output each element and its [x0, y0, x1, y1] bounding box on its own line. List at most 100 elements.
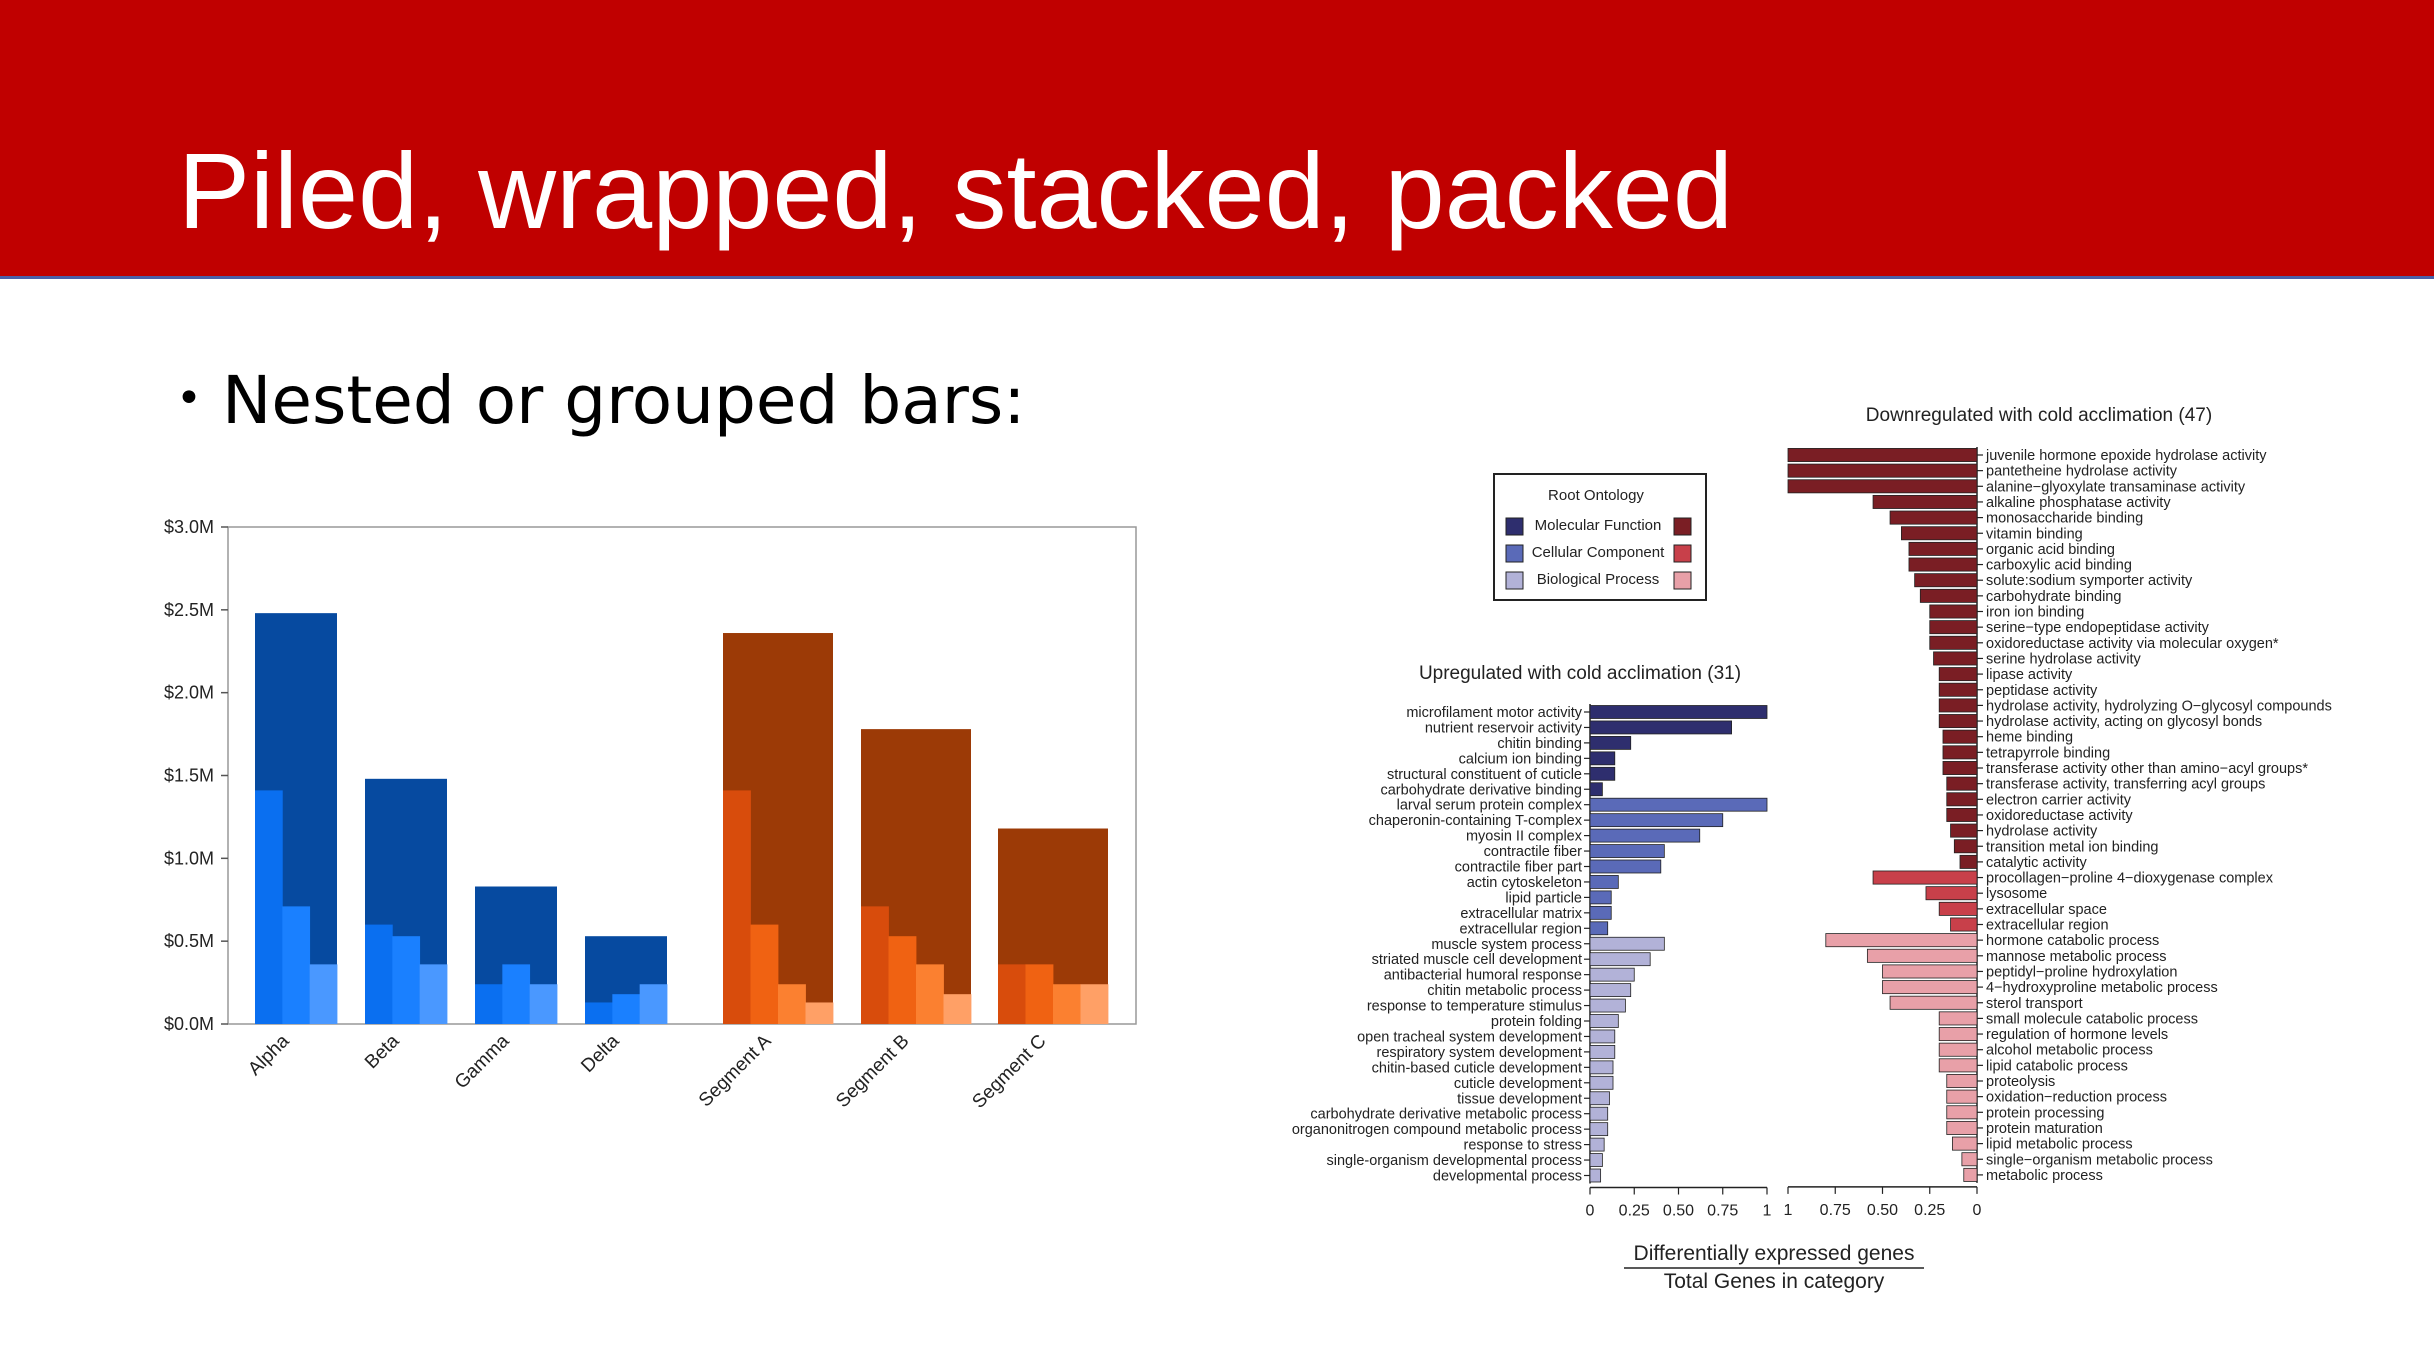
- downregulated-bar: [1961, 1152, 1978, 1167]
- downregulated-category-label: small molecule catabolic process: [1986, 1011, 2198, 1027]
- upregulated-category-label: contractile fiber part: [1455, 860, 1582, 876]
- upregulated-category-label: chaperonin-containing T-complex: [1369, 813, 1583, 829]
- legend-swatch-down-1: [1673, 544, 1692, 563]
- downregulated-category-label: hormone catabolic process: [1986, 933, 2159, 949]
- y-tick-label: $2.5M: [164, 600, 214, 620]
- bar-inner-1-1: [392, 936, 421, 1024]
- upregulated-category-label: response to stress: [1464, 1138, 1582, 1154]
- downregulated-bar: [1953, 839, 1978, 854]
- downregulated-category-label: oxidoreductase activity: [1986, 808, 2133, 824]
- upregulated-bar: [1589, 936, 1665, 951]
- upregulated-category-label: respiratory system development: [1377, 1045, 1583, 1061]
- upregulated-category-label: antibacterial humoral response: [1384, 968, 1582, 984]
- downregulated-category-label: vitamin binding: [1986, 526, 2083, 542]
- downregulated-bar: [1908, 541, 1978, 556]
- downregulated-category-label: protein processing: [1986, 1105, 2105, 1121]
- downregulated-bar: [1938, 1058, 1978, 1073]
- upregulated-category-label: larval serum protein complex: [1397, 798, 1583, 814]
- downregulated-bar: [1889, 510, 1978, 525]
- legend-box: [1493, 473, 1707, 601]
- downregulated-bar: [1938, 714, 1978, 729]
- downregulated-bar: [1946, 1074, 1978, 1088]
- bar-inner-0-1: [282, 906, 311, 1024]
- downregulated-category-label: peptidase activity: [1986, 683, 2098, 699]
- downregulated-bar: [1882, 964, 1978, 979]
- upregulated-bar: [1589, 705, 1768, 719]
- bar-inner-5-0: [861, 906, 889, 1024]
- downregulated-category-label: transition metal ion binding: [1986, 839, 2159, 855]
- slide-title: Piled, wrapped, stacked, packed: [178, 130, 1733, 251]
- upregulated-bar: [1589, 905, 1612, 920]
- downregulated-bar: [1787, 448, 1978, 462]
- downregulated-category-label: transferase activity other than amino−ac…: [1986, 761, 2308, 777]
- title-banner: Piled, wrapped, stacked, packed: [0, 0, 2434, 279]
- upregulated-category-label: muscle system process: [1431, 937, 1582, 953]
- upregulated-category-label: lipid particle: [1505, 890, 1582, 906]
- downregulated-bar: [1787, 463, 1978, 478]
- xlabel-numerator: Differentially expressed genes: [1634, 1242, 1915, 1265]
- downregulated-category-label: serine−type endopeptidase activity: [1986, 620, 2210, 636]
- downregulated-category-label: proteolysis: [1986, 1074, 2055, 1090]
- upregulated-bar: [1589, 967, 1635, 982]
- downregulated-category-label: peptidyl−proline hydroxylation: [1986, 964, 2177, 980]
- downregulated-category-label: organic acid binding: [1986, 542, 2115, 558]
- upregulated-bar: [1589, 751, 1616, 766]
- legend-entry-molecular-function: Molecular Function: [1535, 517, 1662, 534]
- upregulated-bar: [1589, 828, 1701, 843]
- upregulated-category-label: protein folding: [1491, 1014, 1582, 1030]
- downregulated-bar: [1866, 948, 1978, 963]
- downregulated-bar: [1942, 745, 1978, 760]
- legend-swatch-up-1: [1505, 544, 1524, 563]
- downregulated-category-label: serine hydrolase activity: [1986, 651, 2141, 667]
- downregulated-bar: [1942, 729, 1978, 744]
- bar-inner-6-0: [998, 964, 1026, 1024]
- upregulated-category-label: extracellular region: [1459, 921, 1582, 937]
- upregulated-category-label: developmental process: [1433, 1169, 1582, 1185]
- downregulated-bar: [1825, 933, 1978, 948]
- y-tick-label: $1.5M: [164, 766, 214, 786]
- downregulated-bar: [1946, 1105, 1978, 1120]
- upregulated-category-label: tissue development: [1457, 1091, 1582, 1107]
- upregulated-bar: [1589, 797, 1768, 812]
- downregulated-bar: [1929, 635, 1978, 650]
- upregulated-bar: [1589, 890, 1612, 905]
- upregulated-bar: [1589, 1060, 1614, 1075]
- bullet-text: Nested or grouped bars:: [222, 362, 1026, 439]
- downregulated-category-label: oxidation−reduction process: [1986, 1090, 2167, 1106]
- legend-entry-biological-process: Biological Process: [1537, 571, 1660, 588]
- downregulated-category-label: lysosome: [1986, 886, 2047, 902]
- downregulated-bar: [1925, 886, 1978, 901]
- bar-inner-4-3: [805, 1002, 834, 1024]
- downregulated-category-label: extracellular region: [1986, 918, 2109, 934]
- upregulated-bar: [1589, 736, 1632, 750]
- bar-inner-1-0: [365, 924, 393, 1024]
- upregulated-bar: [1589, 1045, 1616, 1059]
- upregulated-bar: [1589, 1075, 1614, 1090]
- downregulated-category-label: hydrolase activity, acting on glycosyl b…: [1986, 714, 2262, 730]
- bar-inner-2-1: [502, 964, 531, 1024]
- legend-title: Root Ontology: [1548, 487, 1644, 504]
- upregulated-x-tick-label: 1: [1763, 1203, 1772, 1220]
- downregulated-bar: [1933, 651, 1978, 666]
- downregulated-bar: [1952, 1136, 1978, 1151]
- bar-inner-4-2: [778, 984, 806, 1024]
- upregulated-bar: [1589, 782, 1603, 797]
- upregulated-bar: [1589, 983, 1632, 997]
- upregulated-category-label: microfilament motor activity: [1406, 705, 1582, 721]
- downregulated-x-tick-label: 0: [1973, 1202, 1982, 1219]
- bullet-point: • Nested or grouped bars:: [176, 362, 1025, 439]
- legend-swatch-down-0: [1673, 517, 1692, 536]
- downregulated-category-label: pantetheine hydrolase activity: [1986, 464, 2178, 480]
- upregulated-category-label: extracellular matrix: [1460, 906, 1582, 922]
- upregulated-category-label: carbohydrate derivative metabolic proces…: [1310, 1107, 1582, 1123]
- legend-swatch-down-2: [1673, 571, 1692, 590]
- downregulated-category-label: sterol transport: [1986, 996, 2083, 1012]
- downregulated-category-label: procollagen−proline 4−dioxygenase comple…: [1986, 871, 2274, 887]
- y-tick-label: $1.0M: [164, 848, 214, 868]
- downregulated-category-label: hydrolase activity: [1986, 824, 2098, 840]
- downregulated-category-label: iron ion binding: [1986, 605, 2084, 621]
- downregulated-bar: [1946, 792, 1978, 807]
- bar-inner-3-1: [612, 994, 641, 1024]
- downregulated-bar: [1787, 479, 1978, 494]
- bar-inner-1-2: [419, 964, 448, 1024]
